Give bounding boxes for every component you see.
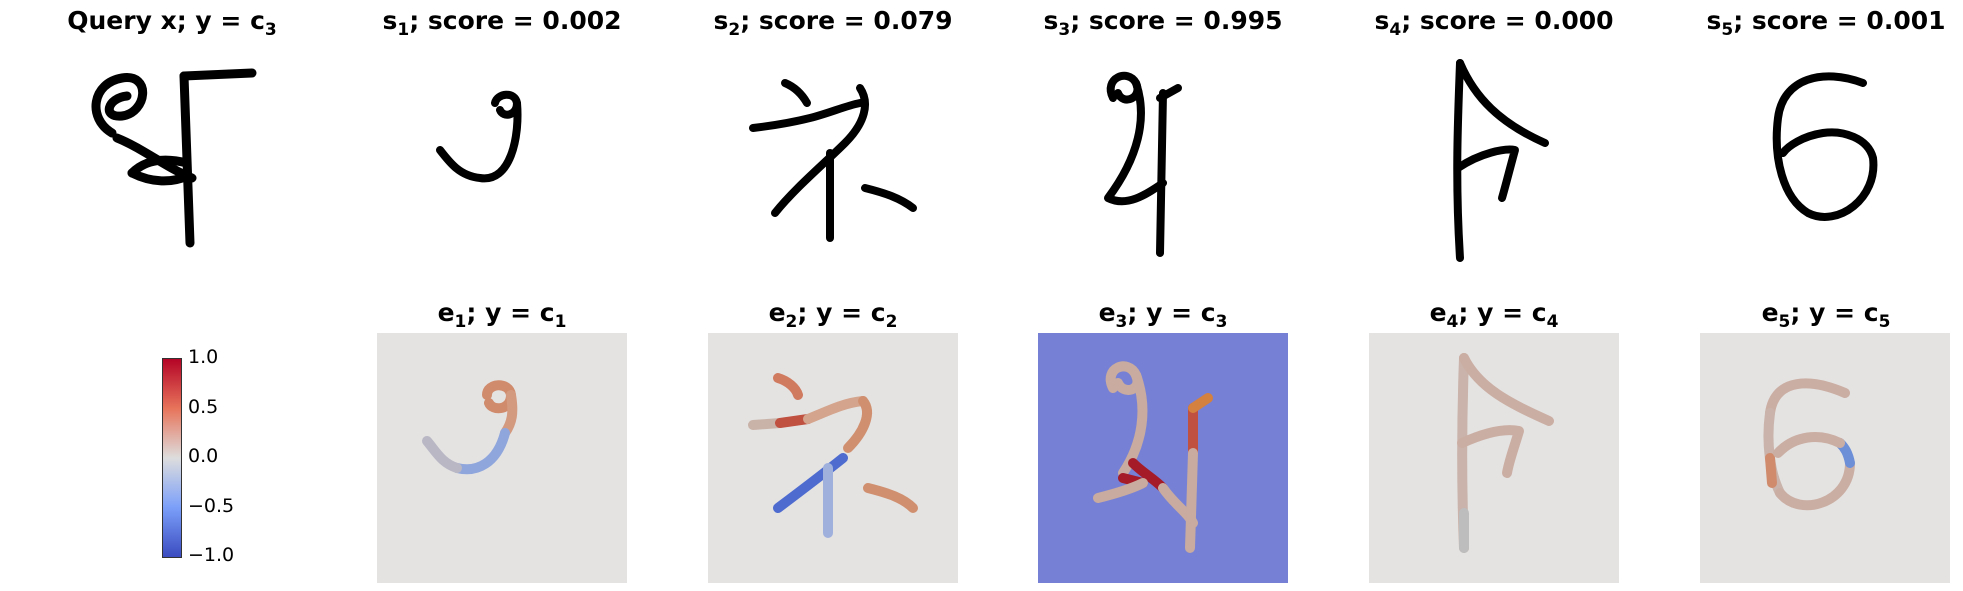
sample-2-title-sub: 2 — [728, 20, 741, 40]
explanation-2-panel — [708, 333, 958, 583]
query-title-text: Query x; y = c — [67, 6, 265, 35]
explanation-1-title: e1; y = c1 — [438, 298, 567, 332]
explanation-4-y: ; y = c — [1458, 298, 1547, 327]
sample-3-title-sub: 3 — [1058, 20, 1071, 40]
sample-2-title-s: s — [713, 6, 729, 35]
explanation-2-e: e — [768, 298, 786, 327]
explanation-5-y: ; y = c — [1790, 298, 1879, 327]
explanation-5-sub2: 5 — [1878, 312, 1891, 332]
colorbar — [162, 358, 182, 558]
explanation-2-sub: 2 — [785, 312, 798, 332]
sample-2-title-score: ; score = 0.079 — [740, 6, 953, 35]
explanation-2-y: ; y = c — [797, 298, 886, 327]
sample-4-title-sub: 4 — [1389, 20, 1402, 40]
sample-3-title-score: ; score = 0.995 — [1070, 6, 1283, 35]
explanation-1-sub: 1 — [454, 312, 467, 332]
explanation-1-panel — [377, 333, 627, 583]
query-glyph — [91, 68, 257, 248]
explanation-4-sub: 4 — [1446, 312, 1459, 332]
sample-3-title: s3; score = 0.995 — [1043, 6, 1282, 40]
explanation-3-sub2: 3 — [1215, 312, 1228, 332]
explanation-1-sub2: 1 — [554, 312, 567, 332]
explanation-4-sub2: 4 — [1546, 312, 1559, 332]
explanation-1-e: e — [437, 298, 455, 327]
colorbar-tick-3: 0.0 — [188, 445, 219, 467]
sample-4-glyph — [1453, 59, 1549, 262]
query-title: Query x; y = c3 — [67, 6, 276, 40]
sample-5-title-score: ; score = 0.001 — [1733, 6, 1946, 35]
explanation-1-y: ; y = c — [466, 298, 555, 327]
colorbar-tick-2: 0.5 — [188, 396, 219, 418]
sample-5-title: s5; score = 0.001 — [1706, 6, 1945, 40]
sample-1-glyph — [436, 90, 522, 183]
sample-1-title: s1; score = 0.002 — [382, 6, 621, 40]
sample-5-title-sub: 5 — [1721, 20, 1734, 40]
query-title-sub: 3 — [264, 20, 277, 40]
explanation-4-title: e4; y = c4 — [1430, 298, 1559, 332]
colorbar-tick-5: −1.0 — [188, 544, 235, 566]
sample-4-title-score: ; score = 0.000 — [1401, 6, 1614, 35]
explanation-5-sub: 5 — [1778, 312, 1791, 332]
sample-4-title-s: s — [1374, 6, 1390, 35]
explanation-4-panel — [1369, 333, 1619, 583]
explanation-3-y: ; y = c — [1127, 298, 1216, 327]
colorbar-tick-4: −0.5 — [188, 495, 235, 517]
explanation-2-title: e2; y = c2 — [769, 298, 898, 332]
explanation-3-sub: 3 — [1115, 312, 1128, 332]
sample-2-title: s2; score = 0.079 — [713, 6, 952, 40]
sample-1-title-score: ; score = 0.002 — [409, 6, 622, 35]
sample-1-title-s: s — [382, 6, 398, 35]
explanation-3-title: e3; y = c3 — [1099, 298, 1228, 332]
sample-2-glyph — [749, 79, 917, 242]
colorbar-tick-1: 1.0 — [188, 346, 219, 368]
sample-1-title-sub: 1 — [397, 20, 410, 40]
sample-3-glyph — [1104, 71, 1182, 257]
explanation-5-e: e — [1761, 298, 1779, 327]
explanation-5-title: e5; y = c5 — [1762, 298, 1891, 332]
explanation-2-sub2: 2 — [885, 312, 898, 332]
explanation-3-panel — [1038, 333, 1288, 583]
explanation-5-panel — [1700, 333, 1950, 583]
sample-5-title-s: s — [1706, 6, 1722, 35]
sample-5-glyph — [1772, 72, 1878, 221]
explanation-4-e: e — [1429, 298, 1447, 327]
sample-4-title: s4; score = 0.000 — [1374, 6, 1613, 40]
explanation-3-e: e — [1098, 298, 1116, 327]
sample-3-title-s: s — [1043, 6, 1059, 35]
